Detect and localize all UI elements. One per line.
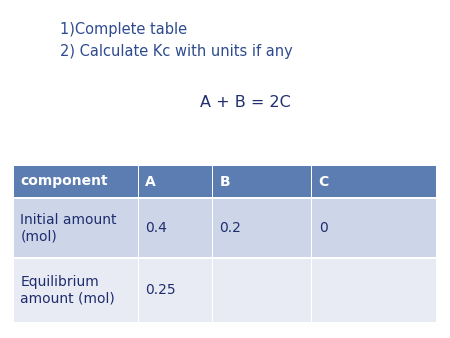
Bar	[213, 199, 311, 257]
Text: 0.25: 0.25	[145, 284, 176, 297]
Bar	[312, 199, 436, 257]
Text: Initial amount
(mol): Initial amount (mol)	[21, 213, 117, 243]
Text: A + B = 2C: A + B = 2C	[200, 95, 291, 110]
Text: A: A	[145, 174, 156, 189]
Text: 0.4: 0.4	[145, 221, 167, 235]
Text: Equilibrium
amount (mol): Equilibrium amount (mol)	[21, 275, 115, 306]
Text: C: C	[319, 174, 329, 189]
Bar	[312, 259, 436, 322]
Bar	[14, 199, 138, 257]
Bar	[213, 259, 311, 322]
Text: 0.2: 0.2	[219, 221, 241, 235]
Bar	[14, 259, 138, 322]
Text: 1)Complete table: 1)Complete table	[60, 22, 187, 37]
Bar	[14, 165, 436, 323]
Bar	[139, 166, 212, 197]
Text: component: component	[21, 174, 108, 189]
Bar	[139, 259, 212, 322]
Bar	[312, 166, 436, 197]
Text: B: B	[219, 174, 230, 189]
Bar	[14, 166, 138, 197]
Bar	[139, 199, 212, 257]
Bar	[213, 166, 311, 197]
Text: 2) Calculate Kc with units if any: 2) Calculate Kc with units if any	[60, 44, 293, 59]
Text: 0: 0	[319, 221, 328, 235]
